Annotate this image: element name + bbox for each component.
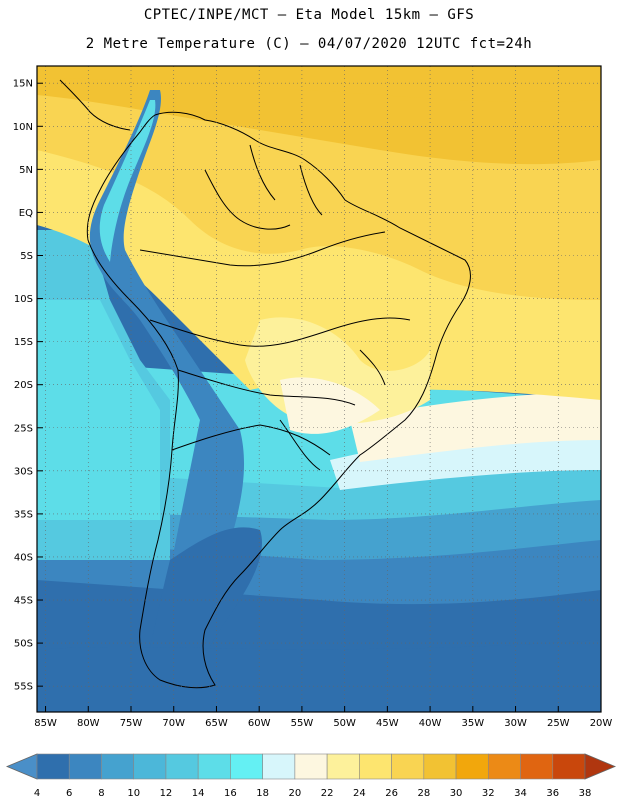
colorbar-swatch	[326, 753, 360, 780]
lon-tick-label: 25W	[547, 718, 570, 729]
colorbar-label: 4	[34, 788, 40, 799]
lon-tick-label: 60W	[248, 718, 271, 729]
colorbar-swatch	[133, 753, 167, 780]
colorbar-label: 16	[224, 788, 237, 799]
colorbar-label: 6	[66, 788, 72, 799]
colorbar-arrow-high	[584, 753, 617, 780]
colorbar-label: 12	[160, 788, 173, 799]
lat-tick-label: 10S	[14, 294, 33, 305]
lat-tick-label: 30S	[14, 466, 33, 477]
colorbar-label: 32	[482, 788, 495, 799]
lat-tick-label: 50S	[14, 639, 33, 650]
lat-tick-label: 10N	[13, 122, 33, 133]
colorbar-label: 20	[289, 788, 302, 799]
country-borders	[59, 79, 471, 689]
lon-tick-label: 50W	[333, 718, 356, 729]
colorbar-swatch	[197, 753, 231, 780]
colorbar-swatch	[230, 753, 263, 780]
colorbar-swatch	[165, 753, 199, 780]
lat-tick-label: 5S	[20, 251, 33, 262]
colorbar-label: 30	[450, 788, 463, 799]
lat-tick-label: 35S	[14, 509, 33, 520]
lon-tick-label: 55W	[291, 718, 314, 729]
lon-tick-label: 20W	[590, 718, 613, 729]
lat-tick-label: 5N	[19, 165, 33, 176]
colorbar-arrow-low	[5, 753, 38, 780]
lat-tick-label: 15N	[13, 79, 33, 90]
colorbar-label: 24	[353, 788, 366, 799]
colorbar-label: 8	[98, 788, 104, 799]
longitude-labels: 85W 80W 75W 70W 65W 60W 55W 50W 45W 40W 35W 30W 25W 2…	[34, 706, 612, 729]
lat-tick-label: 45S	[14, 596, 33, 607]
colorbar-label: 36	[546, 788, 559, 799]
colorbar-swatch	[520, 753, 554, 780]
colorbar-swatch	[294, 753, 328, 780]
colorbar-swatch	[487, 753, 521, 780]
lon-tick-label: 45W	[376, 718, 399, 729]
colorbar-label: 14	[192, 788, 205, 799]
lon-tick-label: 75W	[120, 718, 143, 729]
colorbar-swatch	[455, 753, 489, 780]
lat-tick-label: 15S	[14, 337, 33, 348]
latitude-labels: 15N 10N 5N EQ 5S 10S 15S 20S 25S 30S 35S 40S 45S 50S 5…	[13, 79, 43, 693]
map-frame	[36, 65, 602, 713]
colorbar-label: 26	[385, 788, 398, 799]
temperature-field	[37, 66, 601, 712]
colorbar-label: 34	[514, 788, 527, 799]
colorbar-swatch	[68, 753, 102, 780]
lon-tick-label: 70W	[162, 718, 185, 729]
colorbar-labels: 4 6 8 10 12 14 16 18 20 22 24 26 28 30 32 34 36 38	[34, 788, 592, 799]
map-title-line2: 2 Metre Temperature (C) – 04/07/2020 12U…	[85, 36, 533, 52]
colorbar-swatch	[552, 753, 586, 780]
colorbar	[5, 753, 617, 780]
map-title-line1: CPTEC/INPE/MCT – Eta Model 15km – GFS	[143, 7, 475, 23]
colorbar-label: 10	[127, 788, 140, 799]
lat-tick-label: EQ	[19, 208, 33, 219]
lat-tick-label: 55S	[14, 682, 33, 693]
colorbar-swatch	[359, 753, 392, 780]
colorbar-label: 18	[256, 788, 269, 799]
lat-tick-label: 25S	[14, 423, 33, 434]
lon-tick-label: 80W	[77, 718, 100, 729]
colorbar-swatch	[262, 753, 296, 780]
lon-tick-label: 85W	[34, 718, 57, 729]
lon-tick-label: 65W	[205, 718, 228, 729]
lon-tick-label: 35W	[462, 718, 485, 729]
lat-tick-label: 40S	[14, 552, 33, 563]
colorbar-label: 22	[321, 788, 334, 799]
lat-tick-label: 20S	[14, 380, 33, 391]
colorbar-swatch	[101, 753, 135, 780]
lon-tick-label: 40W	[419, 718, 442, 729]
colorbar-label: 28	[417, 788, 430, 799]
colorbar-label: 38	[579, 788, 592, 799]
colorbar-swatch	[391, 753, 425, 780]
colorbar-swatch	[423, 753, 457, 780]
colorbar-swatch	[36, 753, 70, 780]
lon-tick-label: 30W	[504, 718, 527, 729]
